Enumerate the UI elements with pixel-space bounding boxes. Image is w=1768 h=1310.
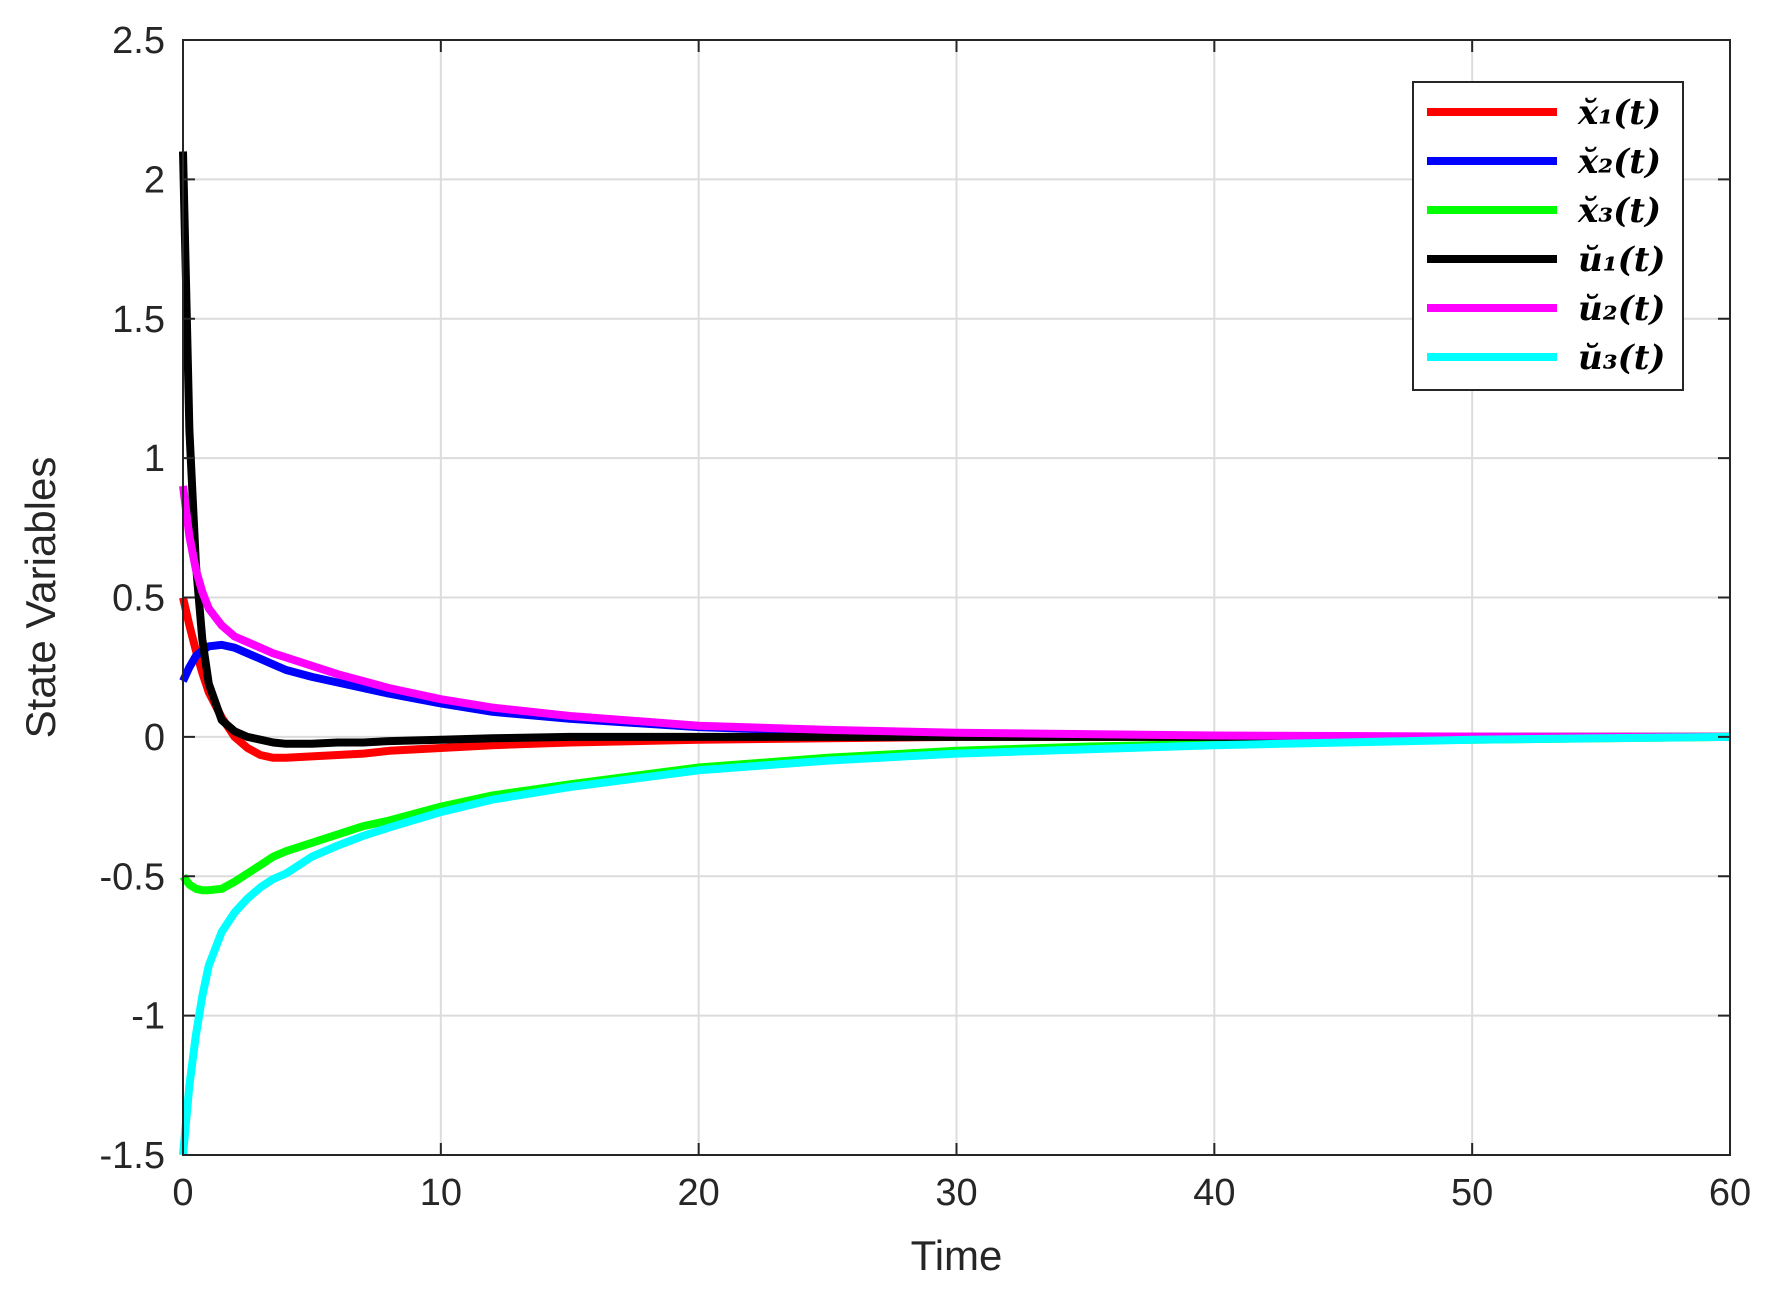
y-tick-label: 0.5 — [112, 578, 165, 620]
axis-ticks — [182, 39, 1731, 1156]
y-tick-label: -0.5 — [100, 856, 165, 898]
y-tick-labels: -1.5 -1 -0.5 0 0.5 1 1.5 2 2.5 — [100, 20, 165, 1177]
legend: x̆₁(t) x̆₂(t) x̆₃(t) ŭ₁(t) ŭ₂(t) ŭ₃(t) — [1412, 81, 1684, 391]
legend-label: x̆₃(t) — [1577, 191, 1661, 231]
x-tick-label: 50 — [1451, 1172, 1493, 1214]
y-tick-label: 2.5 — [112, 20, 165, 62]
y-tick-label: -1.5 — [100, 1135, 165, 1177]
series-line-5 — [179, 485, 1730, 741]
legend-label: ŭ₃(t) — [1578, 338, 1666, 378]
legend-label: ŭ₂(t) — [1578, 289, 1666, 329]
y-axis-title: State Variables — [17, 457, 64, 739]
series-line-6 — [179, 732, 1731, 1156]
x-tick-label: 10 — [420, 1172, 462, 1214]
x-tick-label: 40 — [1193, 1172, 1235, 1214]
y-tick-label: 1 — [144, 438, 165, 480]
legend-label: ŭ₁(t) — [1578, 240, 1666, 280]
x-tick-label: 20 — [678, 1172, 720, 1214]
x-tick-label: 60 — [1709, 1172, 1751, 1214]
x-tick-label: 0 — [172, 1172, 193, 1214]
x-axis-title: Time — [911, 1232, 1003, 1279]
legend-label: x̆₁(t) — [1577, 93, 1661, 133]
y-tick-label: 0 — [144, 717, 165, 759]
legend-label: x̆₂(t) — [1577, 142, 1661, 182]
y-tick-label: -1 — [131, 996, 165, 1038]
x-tick-labels: 0 10 20 30 40 50 60 — [172, 1172, 1751, 1214]
x-tick-label: 30 — [935, 1172, 977, 1214]
y-tick-label: 1.5 — [112, 299, 165, 341]
y-tick-label: 2 — [144, 159, 165, 201]
legend-box — [1412, 81, 1684, 391]
series-lines — [179, 151, 1731, 1156]
